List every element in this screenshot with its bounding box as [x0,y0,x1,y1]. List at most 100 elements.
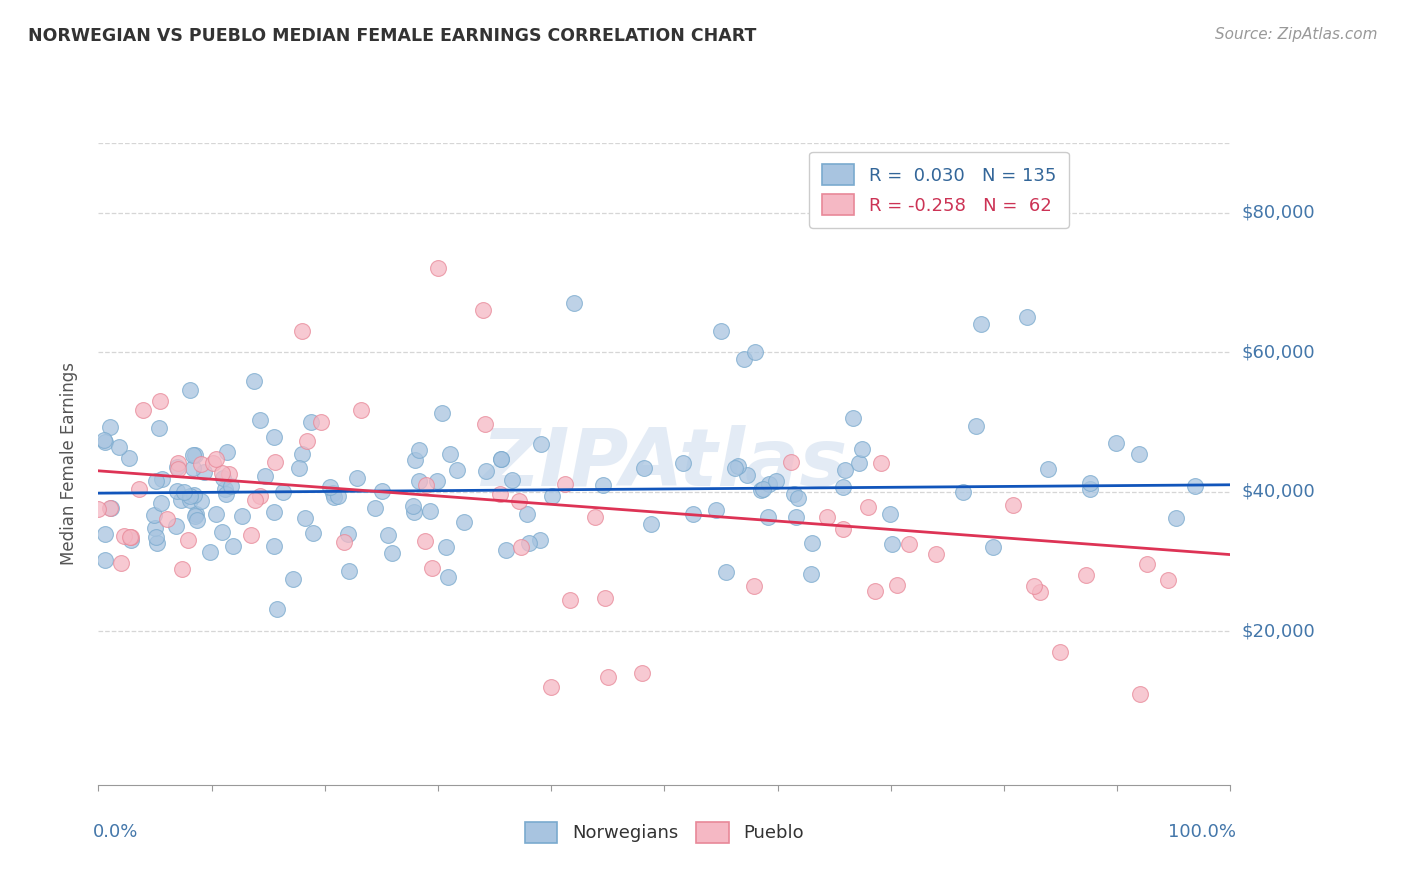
Point [377,528,399,542]
Point [508,494,530,508]
Point [145,475,167,489]
Point [184,507,207,521]
Point [1038,462,1060,476]
Point [710,324,733,338]
Point [1078,475,1101,490]
Point [214,483,236,497]
Point [363,501,385,516]
Point [502,473,524,487]
Point [156,512,179,526]
Text: $60,000: $60,000 [1241,343,1315,361]
Point [211,524,233,539]
Point [183,488,205,502]
Point [439,448,461,462]
Point [787,491,810,505]
Point [249,489,271,503]
Point [848,456,870,470]
Point [167,456,190,470]
Point [592,478,614,492]
Point [94,552,117,566]
Point [437,570,460,584]
Point [1022,579,1045,593]
Point [204,508,226,522]
Point [166,459,188,474]
Point [714,565,737,579]
Point [326,489,349,503]
Point [273,485,295,500]
Point [529,533,551,548]
Point [150,472,173,486]
Point [1105,435,1128,450]
Point [516,507,538,521]
Point [489,452,512,467]
Point [1157,574,1180,588]
Point [404,505,426,519]
Point [184,509,207,524]
Point [128,483,150,497]
Point [118,450,141,465]
Point [554,477,576,491]
Point [491,452,513,467]
Point [1049,645,1071,659]
Point [633,460,655,475]
Point [472,303,495,318]
Point [291,447,314,461]
Point [218,467,240,481]
Point [408,474,430,488]
Point [965,419,987,434]
Point [858,500,880,514]
Point [371,483,394,498]
Point [143,521,166,535]
Point [453,515,475,529]
Point [596,670,619,684]
Text: $40,000: $40,000 [1241,483,1315,500]
Point [733,352,755,367]
Point [215,445,238,459]
Y-axis label: Median Female Earnings: Median Female Earnings [59,362,77,566]
Point [1029,585,1052,599]
Point [172,562,194,576]
Point [475,464,498,478]
Point [245,492,267,507]
Point [181,460,204,475]
Point [413,533,436,548]
Point [800,567,823,582]
Point [132,403,155,417]
Point [149,394,172,409]
Point [832,480,855,494]
Point [1001,498,1024,512]
Point [173,484,195,499]
Point [291,324,314,338]
Point [309,415,332,429]
Point [1128,447,1150,461]
Point [593,591,616,606]
Point [489,487,512,501]
Point [630,666,652,681]
Point [219,479,242,493]
Point [558,592,581,607]
Point [737,468,759,483]
Point [879,507,901,521]
Text: 0.0%: 0.0% [93,823,138,841]
Point [427,261,450,276]
Point [1076,567,1098,582]
Point [742,579,765,593]
Point [727,459,749,474]
Text: 100.0%: 100.0% [1168,823,1236,841]
Point [430,406,453,420]
Point [583,510,606,524]
Point [831,522,853,536]
Point [108,440,131,454]
Point [749,483,772,497]
Point [302,526,325,541]
Point [322,486,344,500]
Point [177,533,200,547]
Point [181,449,204,463]
Point [94,527,117,541]
Point [145,530,167,544]
Point [100,501,122,516]
Legend: Norwegians, Pueblo: Norwegians, Pueblo [517,814,811,850]
Point [98,420,121,434]
Point [851,442,873,456]
Point [231,508,253,523]
